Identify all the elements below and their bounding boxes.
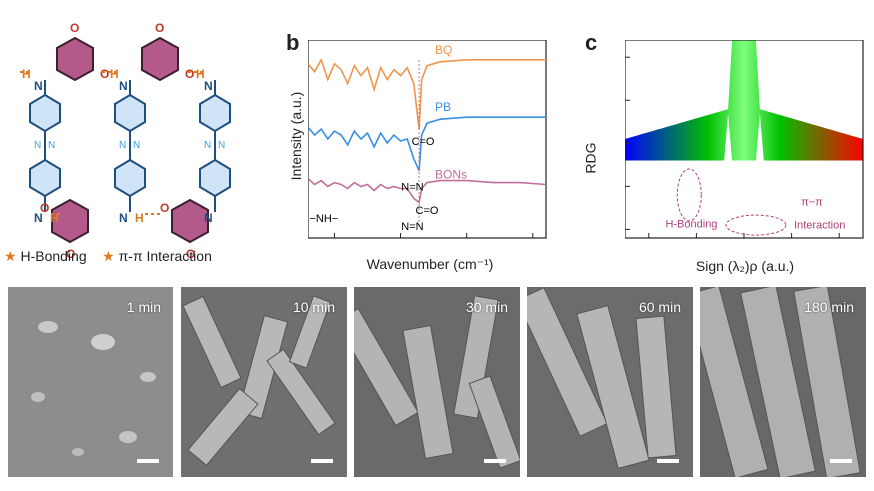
sem-texture: [181, 287, 347, 477]
sem-image-4: 60 min: [527, 287, 693, 477]
svg-text:O: O: [160, 201, 169, 215]
hbond-region-outline: [676, 168, 702, 222]
series-label-bons: BONs: [435, 168, 467, 182]
annotations-group: C=O N=N N=N C=O −NH−: [309, 136, 438, 233]
quinone-ring-top-right: [141, 36, 179, 82]
plot-frame: [308, 40, 547, 239]
x-axis-label: Sign (λ₂)ρ (a.u.): [695, 258, 795, 274]
panel-letter-b: b: [286, 30, 300, 55]
sem-texture: [354, 287, 520, 477]
scale-bar: [657, 459, 679, 463]
svg-text:O: O: [100, 67, 109, 81]
svg-text:N: N: [119, 79, 128, 93]
svg-text:O: O: [186, 247, 195, 261]
y-axis-label: Intensity (a.u.): [288, 91, 304, 181]
series-line-bq: [308, 57, 546, 130]
annotation-label: −NH−: [309, 213, 338, 225]
svg-text:N: N: [34, 211, 43, 225]
y-axis-label: RDG: [582, 142, 599, 174]
sem-image-3: 30 min: [354, 287, 520, 477]
quinone-ring-bottom-left: [51, 198, 89, 244]
svg-text:H: H: [110, 67, 119, 81]
svg-text:H: H: [135, 211, 144, 225]
sem-texture: [527, 287, 693, 477]
annotation-label: Interaction: [794, 220, 845, 232]
scale-bar: [137, 459, 159, 463]
svg-text:O: O: [40, 201, 49, 215]
ftir-chart: 1000150020002500 BQ PB BONs C=O N=N N=N C=O −N…: [308, 40, 547, 239]
rdg-scatter-cloud: [625, 40, 863, 161]
sem-image-2: 10 min: [181, 287, 347, 477]
annotation-label: N=N: [401, 181, 423, 193]
sem-image-5: 180 min: [700, 287, 866, 477]
sem-time-label: 30 min: [465, 299, 508, 315]
annotation-label: C=O: [412, 136, 435, 148]
bonds: [44, 80, 216, 212]
svg-text:N: N: [204, 79, 213, 93]
sem-time-label: 1 min: [126, 299, 161, 315]
oxygen-atoms: O O O O O O O O: [40, 21, 195, 261]
scale-bar: [484, 459, 506, 463]
axis-ticks: -0.04-0.020.000.020.040.00.51.01.52.0: [625, 56, 840, 238]
series-label-bq: BQ: [435, 43, 452, 57]
panel-letter-c: c: [585, 30, 598, 55]
panel-b: b Intensity (a.u.) 1000150020002500 BQ PB…: [280, 30, 560, 278]
sem-image-1: 1 min: [8, 287, 173, 477]
pipi-region-outline: [725, 214, 787, 236]
legend-hbonding-label: H-Bonding: [20, 248, 87, 264]
series-group: BQ PB BONs: [308, 43, 547, 228]
svg-text:O: O: [70, 21, 79, 35]
series-line-bons: [308, 178, 547, 204]
svg-text:N: N: [119, 140, 126, 151]
svg-text:O: O: [66, 247, 75, 261]
annotations-group: H-Bonding π−π Interaction: [665, 168, 845, 236]
legend-star-icon: ★: [102, 248, 115, 264]
svg-text:N: N: [34, 79, 43, 93]
scale-bar: [311, 459, 333, 463]
sem-time-label: 60 min: [638, 299, 681, 315]
series-label-pb: PB: [435, 100, 451, 114]
x-axis-label: Wavenumber (cm⁻¹): [366, 256, 494, 272]
sem-time-label: 10 min: [292, 299, 335, 315]
svg-text:N: N: [133, 140, 140, 151]
legend-star-icon: ★: [4, 248, 17, 264]
svg-text:H: H: [22, 67, 31, 81]
quinone-ring-top-left: [56, 36, 94, 82]
svg-text:H: H: [196, 67, 205, 81]
svg-text:N: N: [34, 140, 41, 151]
svg-text:N: N: [204, 140, 211, 151]
svg-text:O: O: [155, 21, 164, 35]
annotation-label: π−π: [801, 196, 823, 208]
legend-pipi-label: π-π Interaction: [118, 248, 212, 264]
legend: ★ H-Bonding ★ π-π Interaction: [4, 248, 212, 265]
svg-text:N: N: [48, 140, 55, 151]
sem-time-label: 180 min: [804, 299, 854, 315]
rdg-chart: -0.04-0.020.000.020.040.00.51.01.52.0 H-…: [625, 40, 864, 239]
quinone-ring-bottom-right: [171, 198, 209, 244]
scale-bar: [830, 459, 852, 463]
annotation-label: N=N: [401, 221, 423, 233]
sem-texture: [700, 287, 866, 477]
panel-c: c RDG -0.04-0.020.000.020.040.00.51.01.5…: [575, 30, 874, 278]
svg-text:H: H: [50, 211, 59, 225]
svg-text:O: O: [185, 67, 194, 81]
hbond-lines: [20, 71, 202, 215]
sem-texture: [8, 287, 173, 477]
x-ticks: 1000150020002500: [333, 233, 534, 238]
annotation-label: C=O: [416, 205, 439, 217]
svg-text:N: N: [119, 211, 128, 225]
svg-text:N: N: [204, 211, 213, 225]
annotation-label: H-Bonding: [665, 219, 717, 231]
series-line-pb: [308, 116, 546, 172]
svg-text:N: N: [218, 140, 225, 151]
